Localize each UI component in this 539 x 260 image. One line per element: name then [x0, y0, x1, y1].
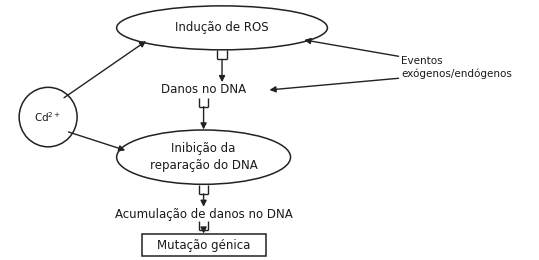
Text: Danos no DNA: Danos no DNA [161, 83, 246, 96]
Bar [142, 234, 266, 256]
Text: Acumulação de danos no DNA: Acumulação de danos no DNA [115, 207, 293, 220]
Text: Cd$^{2+}$: Cd$^{2+}$ [34, 110, 62, 124]
Text: Mutação génica: Mutação génica [157, 239, 250, 252]
Text: Eventos
exógenos/endógenos: Eventos exógenos/endógenos [401, 56, 512, 80]
Text: Indução de ROS: Indução de ROS [175, 21, 269, 34]
Text: Inibição da
reparação do DNA: Inibição da reparação do DNA [150, 142, 258, 172]
